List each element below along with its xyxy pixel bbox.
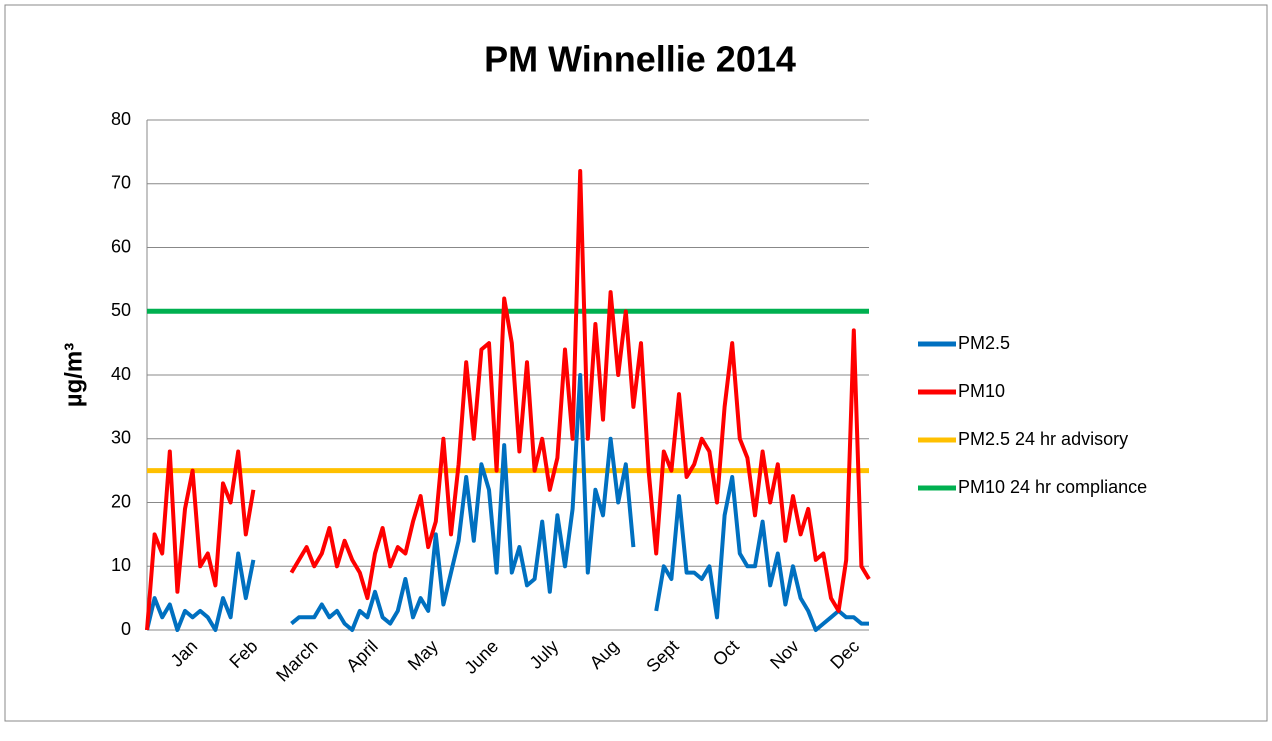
y-tick-label: 70 [111,173,131,193]
legend-label: PM10 [958,381,1005,401]
y-tick-label: 80 [111,109,131,129]
legend-label: PM2.5 24 hr advisory [958,429,1128,449]
y-tick-label: 30 [111,428,131,448]
data-line [145,169,871,631]
chart-frame [4,4,1268,722]
y-tick-label: 0 [121,619,131,639]
y-axis-label: µg/m³ [60,343,87,408]
y-tick-label: 10 [111,555,131,575]
legend-label: PM2.5 [958,333,1010,353]
y-tick-label: 60 [111,236,131,256]
y-tick-label: 20 [111,491,131,511]
y-tick-label: 50 [111,300,131,320]
chart-title: PM Winnellie 2014 [484,39,796,80]
data-line [145,373,869,632]
y-tick-label: 40 [111,364,131,384]
legend-label: PM10 24 hr compliance [958,477,1147,497]
